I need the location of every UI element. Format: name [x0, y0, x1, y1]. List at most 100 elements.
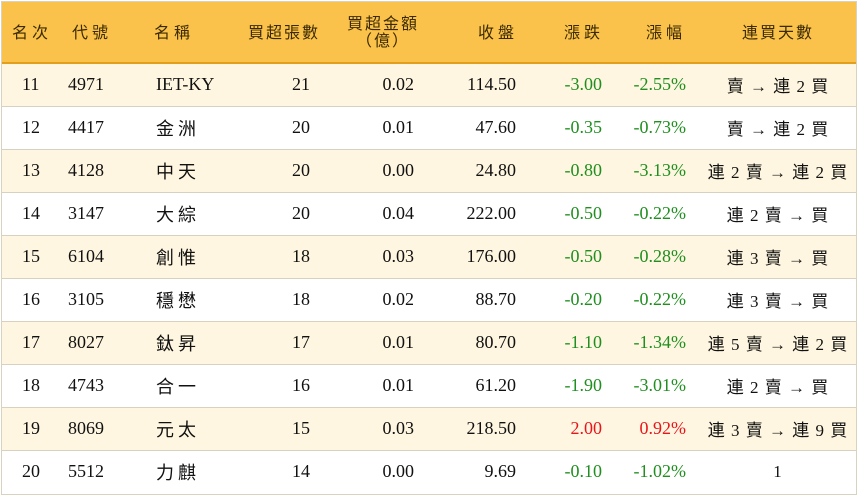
- lots-cell: 20: [222, 192, 328, 236]
- streak-cell: 連 3 賣 → 買: [700, 278, 856, 322]
- close-cell: 61.20: [428, 364, 518, 408]
- change-cell: -0.50: [518, 192, 608, 236]
- lots-cell: 20: [222, 149, 328, 193]
- change-cell: -0.35: [518, 106, 608, 150]
- code-cell: 4971: [64, 63, 134, 107]
- change-cell: -0.20: [518, 278, 608, 322]
- amount-cell: 0.01: [328, 321, 428, 365]
- lots-cell: 14: [292, 461, 310, 482]
- change-cell: -0.10: [564, 461, 603, 482]
- change-cell: -0.50: [518, 235, 608, 279]
- table-body: 11 4971 IET-KY 21 0.02 114.50 -3.00 -2.5…: [2, 63, 856, 493]
- lots-cell: 16: [222, 364, 328, 408]
- header-change: 漲跌: [518, 2, 608, 64]
- amount-cell: 0.02: [328, 278, 428, 322]
- change-pct-cell: -2.55%: [608, 63, 700, 107]
- lots-cell: 21: [222, 63, 328, 107]
- rank-cell: 14: [2, 192, 64, 236]
- name-cell: 元太: [134, 407, 222, 451]
- table-row: 20 5512 力麒 14 0.00 9.69 -0.10 -1.02% 1: [2, 450, 856, 493]
- amount-cell: 0.03: [328, 235, 428, 279]
- lots-cell: 15: [222, 407, 328, 451]
- header-streak: 連買天數: [700, 2, 856, 64]
- close-cell: 176.00: [428, 235, 518, 279]
- streak-cell: 連 2 賣 → 連 2 買: [700, 149, 856, 193]
- code-cell: 4743: [64, 364, 134, 408]
- close-cell: 47.60: [428, 106, 518, 150]
- change-pct-cell: -0.73%: [608, 106, 700, 150]
- code-cell: 3105: [64, 278, 134, 322]
- change-pct-cell: -3.01%: [608, 364, 700, 408]
- name-cell: 穩懋: [134, 278, 222, 322]
- name-cell: IET-KY: [134, 63, 222, 107]
- streak-cell: 連 3 賣 → 買: [700, 235, 856, 279]
- name-cell: 大綜: [134, 192, 222, 236]
- lots-cell: 18: [222, 278, 328, 322]
- close-cell: 24.80: [428, 149, 518, 193]
- lots-cell: 18: [222, 235, 328, 279]
- table-row: 18 4743 合一 16 0.01 61.20 -1.90 -3.01% 連 …: [2, 364, 856, 408]
- close-cell: 222.00: [428, 192, 518, 236]
- close-cell: 88.70: [428, 278, 518, 322]
- rank-cell: 11: [2, 63, 64, 107]
- name-cell: 力麒: [156, 462, 200, 483]
- rank-cell: 17: [2, 321, 64, 365]
- name-cell: 鈦昇: [134, 321, 222, 365]
- change-pct-cell: -0.22%: [608, 278, 700, 322]
- change-pct-cell: -1.34%: [608, 321, 700, 365]
- name-cell: 創惟: [134, 235, 222, 279]
- code-cell: 4417: [64, 106, 134, 150]
- change-pct-cell: -0.28%: [608, 235, 700, 279]
- amount-cell: 0.01: [328, 106, 428, 150]
- rank-cell: 13: [2, 149, 64, 193]
- change-pct-cell: -1.02%: [633, 461, 687, 482]
- amount-cell: 0.04: [328, 192, 428, 236]
- amount-cell: 0.00: [328, 149, 428, 193]
- close-cell: 80.70: [428, 321, 518, 365]
- header-net-buy-amount: 買超金額 （億）: [328, 2, 428, 64]
- rank-cell: 20: [22, 461, 40, 482]
- rank-cell: 12: [2, 106, 64, 150]
- amount-cell: 0.02: [328, 63, 428, 107]
- header-rank: 名次: [2, 2, 64, 64]
- amount-cell: 0.03: [328, 407, 428, 451]
- header-net-buy-lots: 買超張數: [222, 2, 328, 64]
- header-change-pct: 漲幅: [608, 2, 700, 64]
- name-cell: 中天: [134, 149, 222, 193]
- table-row: 19 8069 元太 15 0.03 218.50 2.00 0.92% 連 3…: [2, 407, 856, 451]
- header-close: 收盤: [428, 2, 518, 64]
- rank-cell: 18: [2, 364, 64, 408]
- code-cell: 4128: [64, 149, 134, 193]
- change-pct-cell: -3.13%: [608, 149, 700, 193]
- table-row: 17 8027 鈦昇 17 0.01 80.70 -1.10 -1.34% 連 …: [2, 321, 856, 365]
- header-code: 代號: [64, 2, 134, 64]
- table-row: 11 4971 IET-KY 21 0.02 114.50 -3.00 -2.5…: [2, 63, 856, 107]
- table-row: 12 4417 金洲 20 0.01 47.60 -0.35 -0.73% 賣 …: [2, 106, 856, 150]
- streak-cell: 連 2 賣 → 買: [700, 364, 856, 408]
- table-row: 14 3147 大綜 20 0.04 222.00 -0.50 -0.22% 連…: [2, 192, 856, 236]
- code-cell: 5512: [68, 461, 104, 482]
- code-cell: 3147: [64, 192, 134, 236]
- header-net-buy-amount-title: 買超金額: [346, 14, 419, 33]
- amount-cell: 0.01: [328, 364, 428, 408]
- rank-cell: 16: [2, 278, 64, 322]
- streak-cell: 連 5 賣 → 連 2 買: [700, 321, 856, 365]
- lots-cell: 17: [222, 321, 328, 365]
- table-row: 13 4128 中天 20 0.00 24.80 -0.80 -3.13% 連 …: [2, 149, 856, 193]
- table-row: 15 6104 創惟 18 0.03 176.00 -0.50 -0.28% 連…: [2, 235, 856, 279]
- code-cell: 8027: [64, 321, 134, 365]
- streak-cell: 賣 → 連 2 買: [700, 106, 856, 150]
- change-cell: 2.00: [518, 407, 608, 451]
- change-cell: -0.80: [518, 149, 608, 193]
- change-pct-cell: -0.22%: [608, 192, 700, 236]
- table-header-row: 名次 代號 名稱 買超張數 買超金額 （億） 收盤 漲跌 漲幅 連買天數: [2, 2, 856, 64]
- change-cell: -1.10: [518, 321, 608, 365]
- lots-cell: 20: [222, 106, 328, 150]
- streak-cell: 1: [773, 461, 783, 481]
- table-row: 16 3105 穩懋 18 0.02 88.70 -0.20 -0.22% 連 …: [2, 278, 856, 322]
- streak-cell: 連 3 賣 → 連 9 買: [700, 407, 856, 451]
- rank-cell: 15: [2, 235, 64, 279]
- code-cell: 8069: [64, 407, 134, 451]
